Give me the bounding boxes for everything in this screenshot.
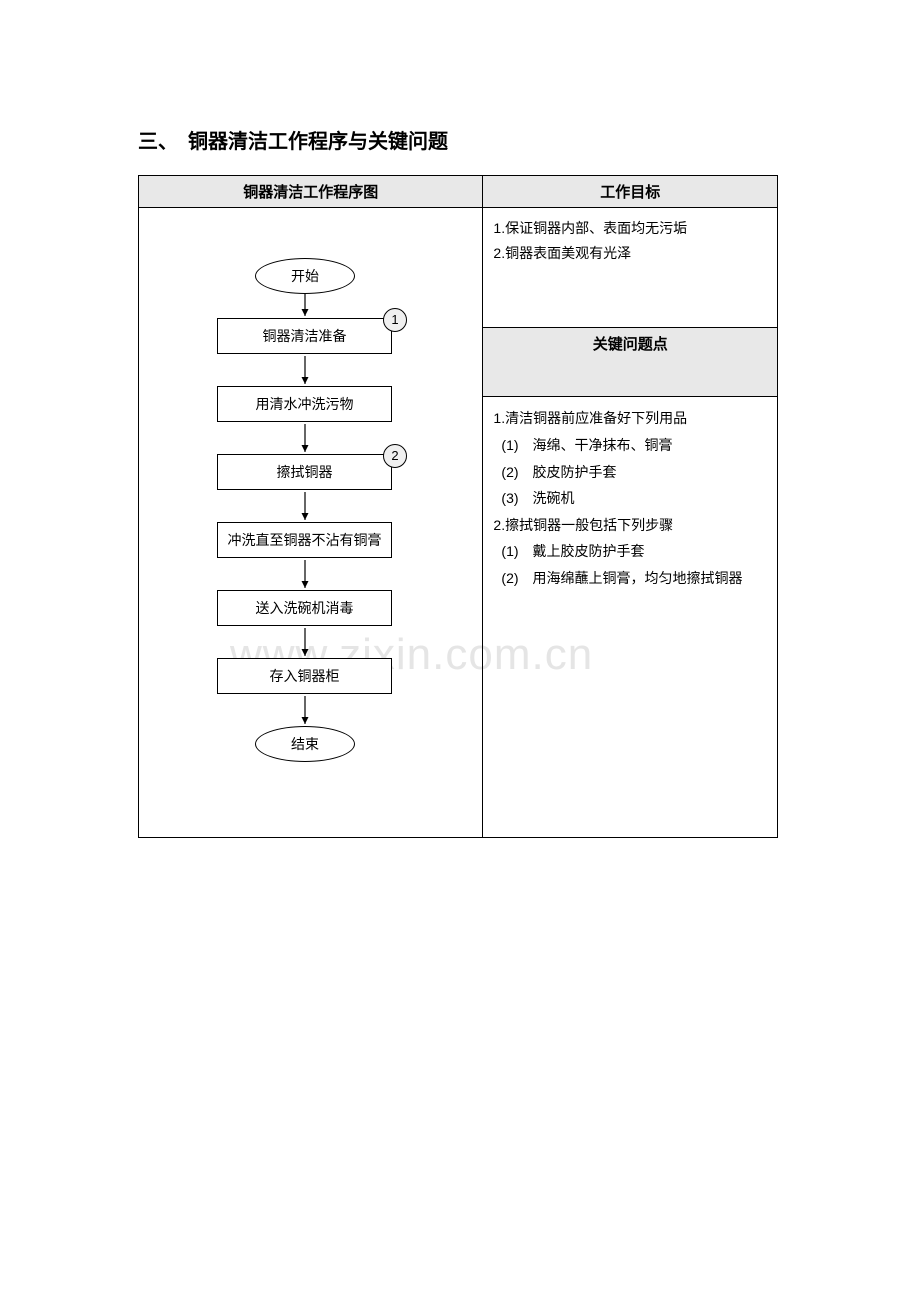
flow-step-3: 擦拭铜器	[217, 454, 392, 490]
goals-header: 工作目标	[483, 176, 778, 208]
flow-step-6: 存入铜器柜	[217, 658, 392, 694]
flow-step-2: 用清水冲洗污物	[217, 386, 392, 422]
key-point-2: 2.擦拭铜器一般包括下列步骤	[493, 512, 767, 539]
flow-end-node: 结束	[255, 726, 355, 762]
flow-badge-2: 2	[383, 444, 407, 468]
flowchart-cell: 开始 铜器清洁准备 1 用清水冲洗污物 擦拭铜器 2 冲洗直至铜器不沾有铜膏 送…	[139, 208, 483, 838]
page-title: 三、 铜器清洁工作程序与关键问题	[138, 125, 448, 154]
key-point-2-2: (2) 用海绵蘸上铜膏，均匀地擦拭铜器	[493, 565, 767, 592]
goals-cell: 1.保证铜器内部、表面均无污垢 2.铜器表面美观有光泽	[483, 208, 778, 328]
key-point-1-2: (2) 胶皮防护手套	[493, 459, 767, 486]
flow-step-5: 送入洗碗机消毒	[217, 590, 392, 626]
key-point-2-1: (1) 戴上胶皮防护手套	[493, 538, 767, 565]
key-points-header: 关键问题点	[483, 328, 778, 397]
flow-badge-1: 1	[383, 308, 407, 332]
key-point-1: 1.清洁铜器前应准备好下列用品	[493, 405, 767, 432]
key-point-1-1: (1) 海绵、干净抹布、铜膏	[493, 432, 767, 459]
flow-step-1: 铜器清洁准备	[217, 318, 392, 354]
flow-step-4: 冲洗直至铜器不沾有铜膏	[217, 522, 392, 558]
goal-item-2: 2.铜器表面美观有光泽	[493, 241, 767, 266]
goal-item-1: 1.保证铜器内部、表面均无污垢	[493, 216, 767, 241]
flowchart-header: 铜器清洁工作程序图	[139, 176, 483, 208]
main-layout-table: 铜器清洁工作程序图 工作目标 开始 铜器清洁准备 1 用	[138, 175, 778, 838]
flow-start-node: 开始	[255, 258, 355, 294]
key-points-cell: 1.清洁铜器前应准备好下列用品 (1) 海绵、干净抹布、铜膏 (2) 胶皮防护手…	[483, 397, 778, 838]
key-point-1-3: (3) 洗碗机	[493, 485, 767, 512]
